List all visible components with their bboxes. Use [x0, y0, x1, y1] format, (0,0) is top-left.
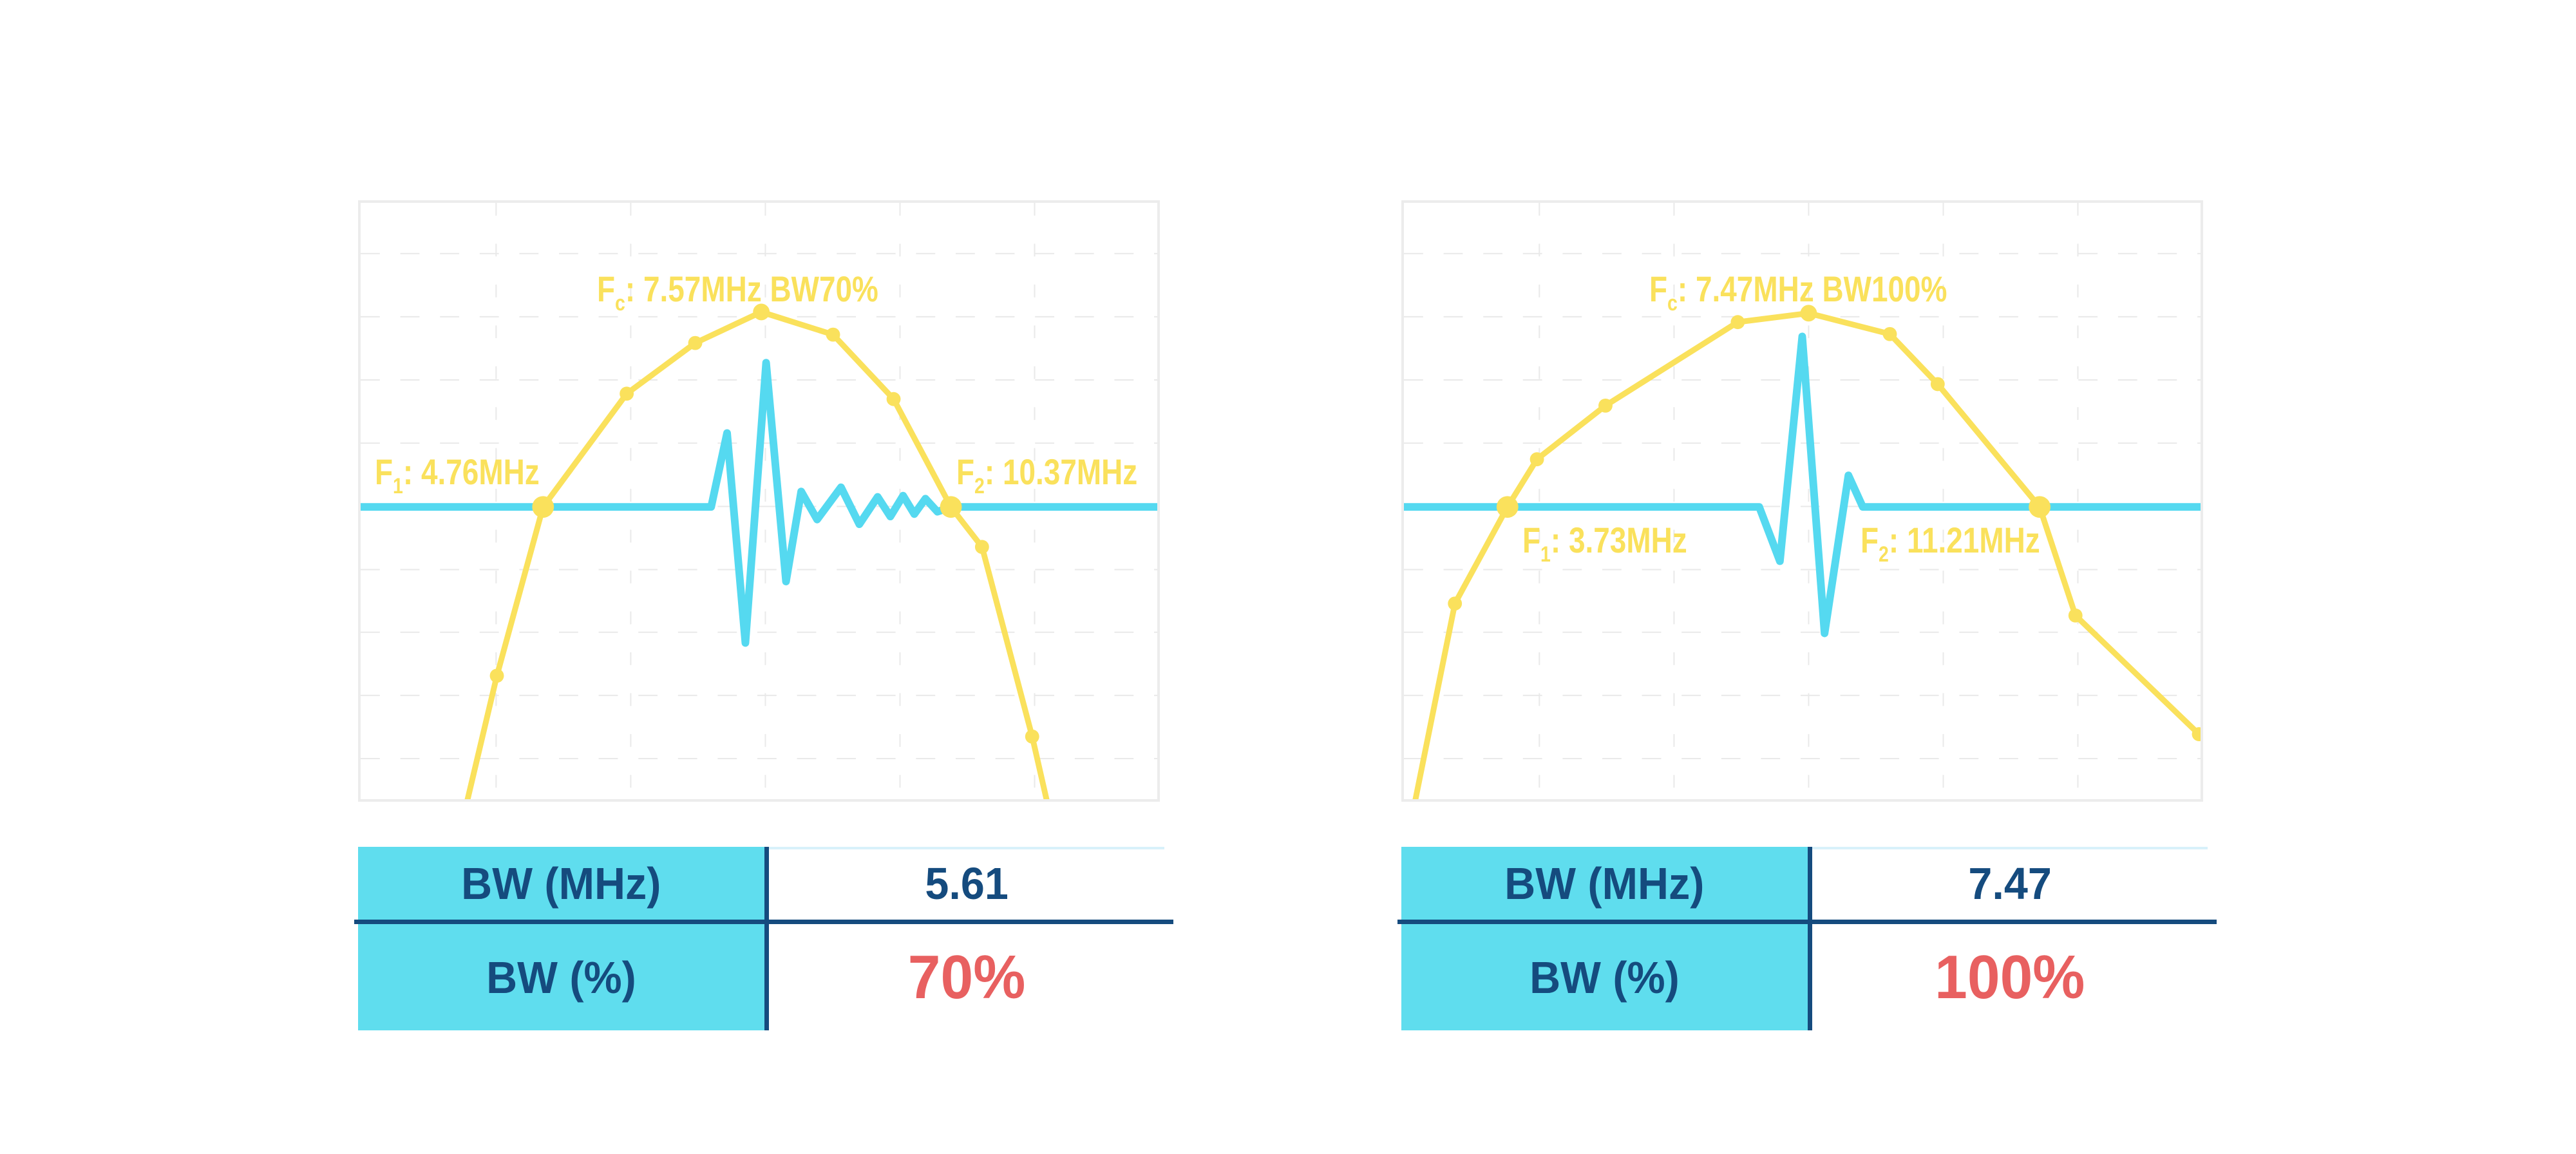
- f1-subscript: 1: [1540, 542, 1551, 567]
- f2-symbol: F: [956, 451, 975, 492]
- chart-canvas-bw70: [361, 203, 1157, 799]
- table-row: 70%: [769, 924, 1164, 1030]
- bw-pct-row-label: BW (%): [486, 952, 636, 1003]
- table-top-rule: [1812, 847, 2208, 849]
- bw-mhz-row-label: BW (MHz): [1504, 858, 1705, 909]
- f1-symbol: F: [1522, 520, 1541, 561]
- table-column-divider: [1808, 847, 1812, 1030]
- table-row-divider: [354, 920, 1173, 924]
- bw-pct-value: 70%: [907, 942, 1026, 1012]
- bw-mhz-value: 7.47: [1968, 858, 2052, 909]
- f2-subscript: 2: [974, 473, 985, 498]
- f1-annotation: F1: 4.76MHz: [375, 451, 576, 497]
- bw-pct-row-label: BW (%): [1530, 952, 1680, 1003]
- fc-value-text: : 7.47MHz BW100%: [1677, 268, 1947, 309]
- table-row: 100%: [1812, 924, 2208, 1030]
- f1-subscript: 1: [393, 473, 404, 498]
- bw-table-100: BW (MHz) BW (%) 7.47 100%: [1397, 847, 2217, 1030]
- fc-value-text: : 7.57MHz BW70%: [625, 268, 879, 309]
- f2-symbol: F: [1860, 520, 1879, 561]
- bw-mhz-row-label: BW (MHz): [461, 858, 661, 909]
- f1-annotation: F1: 3.73MHz: [1522, 520, 1723, 566]
- bw-mhz-value: 5.61: [925, 858, 1009, 909]
- chart-canvas-bw100: [1404, 203, 2201, 799]
- fc-subscript: c: [1667, 290, 1678, 316]
- table-row: 5.61: [769, 847, 1164, 920]
- f1-symbol: F: [375, 451, 393, 492]
- f2-annotation: F2: 11.21MHz: [1860, 520, 2079, 566]
- f2-value-text: : 11.21MHz: [1888, 520, 2040, 561]
- fc-annotation: Fc: 7.57MHz BW70%: [597, 268, 940, 314]
- table-row-divider: [1397, 920, 2217, 924]
- table-row: 7.47: [1812, 847, 2208, 920]
- f1-value-text: : 4.76MHz: [403, 451, 540, 492]
- chart-bw100: Fc: 7.47MHz BW100% F1: 3.73MHz F2: 11.21…: [1401, 200, 2203, 802]
- table-header-column: [1401, 847, 1808, 1030]
- f2-value-text: : 10.37MHz: [985, 451, 1138, 492]
- table-row: BW (MHz): [358, 847, 764, 920]
- fc-annotation: Fc: 7.47MHz BW100%: [1649, 268, 2012, 314]
- fc-symbol: F: [1649, 268, 1668, 309]
- table-row: BW (%): [358, 924, 764, 1030]
- f2-subscript: 2: [1878, 542, 1889, 567]
- table-top-rule: [769, 847, 1164, 849]
- table-row: BW (%): [1401, 924, 1808, 1030]
- f1-value-text: : 3.73MHz: [1551, 520, 1688, 561]
- f2-annotation: F2: 10.37MHz: [956, 451, 1177, 497]
- table-column-divider: [764, 847, 769, 1030]
- chart-bw70: Fc: 7.57MHz BW70% F1: 4.76MHz F2: 10.37M…: [358, 200, 1160, 802]
- bw-pct-value: 100%: [1935, 942, 2085, 1012]
- fc-symbol: F: [597, 268, 616, 309]
- table-row: BW (MHz): [1401, 847, 1808, 920]
- bw-table-70: BW (MHz) BW (%) 5.61 70%: [354, 847, 1173, 1030]
- table-header-column: [358, 847, 764, 1030]
- fc-subscript: c: [615, 290, 626, 316]
